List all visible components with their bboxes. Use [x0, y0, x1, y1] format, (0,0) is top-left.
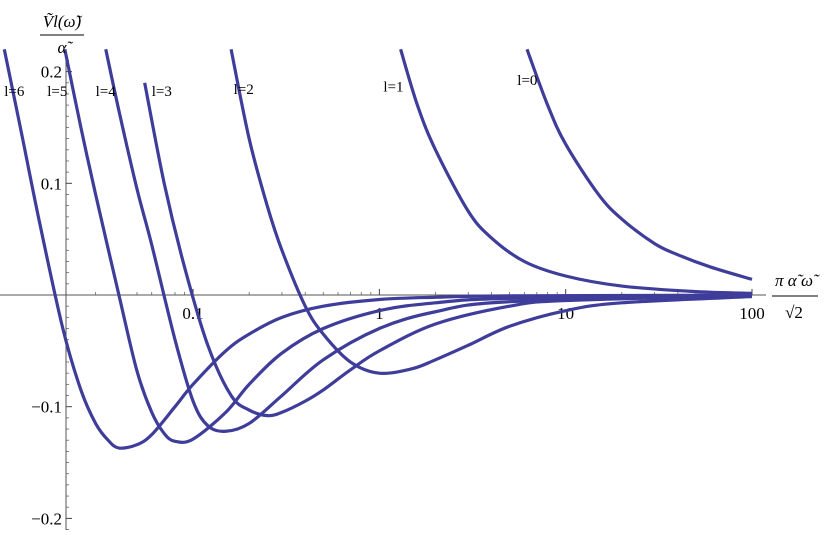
series-line-l-4 — [104, 48, 753, 433]
series-line-l-1 — [399, 48, 753, 295]
y-axis-label: Ṽl(ω̃) α̃ — [40, 12, 84, 57]
y-tick-label: −0.1 — [31, 398, 62, 417]
y-axis-label-numerator: Ṽl(ω̃) — [43, 12, 83, 31]
series-group — [2, 48, 753, 450]
curve-label: l=4 — [96, 84, 117, 100]
curve-label: l=6 — [4, 84, 25, 100]
curve-labels: l=6 l=5 l=4 l=3 l=2 l=1 l=0 — [4, 73, 537, 100]
x-tick-label: 1 — [375, 304, 384, 323]
series-line-l-5 — [63, 48, 753, 444]
x-axis-label-denominator: √2 — [785, 303, 803, 322]
y-tick-label: −0.2 — [31, 509, 62, 528]
x-axis-label: π α̃ ω̃ √2 — [772, 271, 820, 322]
curve-label: l=3 — [152, 84, 172, 100]
curve-label: l=2 — [234, 82, 254, 98]
y-ticks: 0.2 0.1 −0.1 −0.2 — [31, 63, 72, 528]
y-tick-label: 0.1 — [41, 174, 62, 193]
series-line-l-0 — [525, 48, 753, 281]
series-line-l-6 — [2, 48, 753, 450]
y-tick-label: 0.2 — [41, 63, 62, 82]
y-axis-label-denominator: α̃ — [58, 38, 74, 57]
x-axis-label-numerator: π α̃ ω̃ — [775, 271, 820, 290]
curve-label: l=1 — [383, 80, 403, 96]
curve-label: l=5 — [47, 84, 67, 100]
series-line-l-2 — [229, 48, 753, 376]
curve-label: l=0 — [517, 73, 537, 89]
series-line-l-3 — [143, 82, 753, 418]
x-tick-label: 100 — [739, 304, 765, 323]
